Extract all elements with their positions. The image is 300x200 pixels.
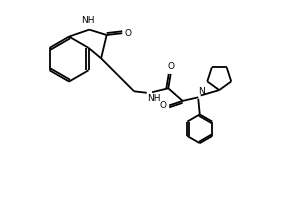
Text: NH: NH: [148, 94, 161, 103]
Text: O: O: [168, 62, 175, 71]
Text: O: O: [124, 29, 131, 38]
Text: O: O: [160, 101, 167, 110]
Text: NH: NH: [81, 16, 94, 25]
Text: N: N: [199, 87, 205, 96]
